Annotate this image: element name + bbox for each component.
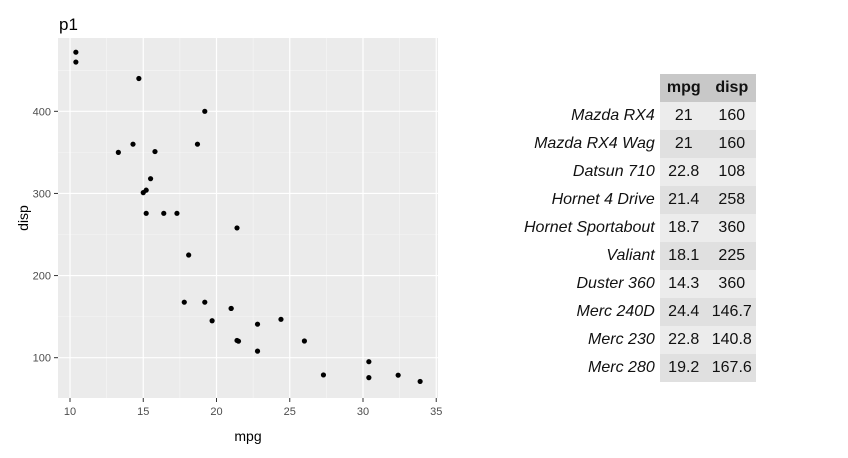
data-point bbox=[320, 372, 327, 378]
cell-mpg: 19.2 bbox=[659, 354, 708, 382]
data-point bbox=[228, 305, 234, 312]
x-tick-label: 10 bbox=[64, 406, 76, 418]
data-point bbox=[152, 148, 158, 155]
table-row: Datsun 710 22.8 108 bbox=[520, 158, 756, 186]
row-name: Merc 240D bbox=[520, 298, 660, 326]
cell-disp: 360 bbox=[707, 214, 756, 242]
data-point bbox=[115, 149, 121, 155]
row-name: Duster 360 bbox=[520, 270, 660, 298]
data-point bbox=[234, 337, 240, 344]
x-tick-label: 25 bbox=[284, 406, 296, 418]
column-header-mpg: mpg bbox=[659, 74, 708, 102]
data-point bbox=[366, 375, 372, 381]
cell-mpg: 21 bbox=[659, 102, 708, 130]
row-name: Hornet Sportabout bbox=[520, 214, 660, 242]
x-tick-label: 30 bbox=[357, 406, 369, 418]
cell-disp: 225 bbox=[707, 242, 756, 270]
cell-disp: 160 bbox=[707, 102, 756, 130]
y-axis-label: disp bbox=[15, 205, 31, 231]
table-row: Merc 230 22.8 140.8 bbox=[520, 326, 756, 354]
table-corner bbox=[520, 74, 660, 102]
table-row: Duster 360 14.3 360 bbox=[520, 270, 756, 298]
cell-mpg: 22.8 bbox=[659, 326, 708, 354]
table-row: Valiant 18.1 225 bbox=[520, 242, 756, 270]
data-point bbox=[366, 359, 372, 365]
row-name: Mazda RX4 bbox=[520, 102, 660, 130]
y-tick-label: 100 bbox=[33, 353, 51, 365]
data-point bbox=[395, 372, 401, 378]
data-point bbox=[254, 348, 261, 354]
row-name: Merc 280 bbox=[520, 354, 660, 382]
data-point bbox=[202, 299, 208, 305]
cell-mpg: 24.4 bbox=[659, 298, 708, 326]
x-tick-label: 20 bbox=[210, 406, 222, 418]
data-point bbox=[278, 316, 284, 322]
data-point bbox=[194, 141, 201, 147]
table-header-row: mpg disp bbox=[520, 74, 756, 102]
cell-disp: 146.7 bbox=[707, 298, 756, 326]
data-points bbox=[73, 49, 423, 385]
data-point bbox=[174, 210, 180, 216]
data-point bbox=[130, 141, 136, 147]
x-axis-label: mpg bbox=[234, 428, 261, 444]
cell-mpg: 21 bbox=[659, 130, 708, 158]
data-point bbox=[143, 210, 149, 216]
data-point bbox=[186, 252, 192, 258]
y-axis: 100 200 300 400 bbox=[33, 106, 58, 365]
data-point bbox=[301, 338, 307, 344]
data-point bbox=[136, 75, 142, 82]
cell-mpg: 18.1 bbox=[659, 242, 708, 270]
row-name: Hornet 4 Drive bbox=[520, 186, 660, 214]
row-name: Valiant bbox=[520, 242, 660, 270]
cell-mpg: 18.7 bbox=[659, 214, 708, 242]
table-row: Mazda RX4 21 160 bbox=[520, 102, 756, 130]
data-point bbox=[73, 49, 79, 55]
data-point bbox=[161, 210, 167, 216]
table-row: Mazda RX4 Wag 21 160 bbox=[520, 130, 756, 158]
data-point bbox=[147, 176, 154, 182]
cell-mpg: 21.4 bbox=[659, 186, 708, 214]
x-tick-label: 35 bbox=[430, 406, 442, 418]
cell-mpg: 14.3 bbox=[659, 270, 708, 298]
table-row: Hornet Sportabout 18.7 360 bbox=[520, 214, 756, 242]
cell-mpg: 22.8 bbox=[659, 158, 708, 186]
cell-disp: 160 bbox=[707, 130, 756, 158]
row-name: Datsun 710 bbox=[520, 158, 660, 186]
data-point bbox=[254, 321, 261, 327]
x-axis: 10 15 20 25 30 35 bbox=[64, 398, 442, 418]
scatter-plot: p1 10 15 20 25 30 35 100 200 300 400 mpg disp bbox=[15, 15, 442, 444]
data-table: mpg disp Mazda RX4 21 160 Mazda RX4 Wag … bbox=[520, 74, 756, 382]
x-tick-label: 15 bbox=[137, 406, 149, 418]
plot-title: p1 bbox=[59, 15, 78, 34]
y-tick-label: 300 bbox=[33, 188, 51, 200]
cell-disp: 167.6 bbox=[707, 354, 756, 382]
data-point bbox=[181, 299, 187, 305]
cell-disp: 258 bbox=[707, 186, 756, 214]
data-point bbox=[202, 108, 208, 114]
data-point bbox=[73, 59, 79, 65]
y-tick-label: 400 bbox=[33, 106, 51, 118]
table-row: Merc 280 19.2 167.6 bbox=[520, 354, 756, 382]
cell-disp: 108 bbox=[707, 158, 756, 186]
grid-lines bbox=[58, 38, 438, 398]
table-row: Merc 240D 24.4 146.7 bbox=[520, 298, 756, 326]
data-point bbox=[140, 190, 146, 196]
data-point bbox=[234, 225, 240, 231]
y-tick-label: 200 bbox=[33, 271, 51, 283]
plot-panel bbox=[58, 38, 438, 398]
column-header-disp: disp bbox=[707, 74, 756, 102]
table-row: Hornet 4 Drive 21.4 258 bbox=[520, 186, 756, 214]
data-point bbox=[209, 318, 215, 324]
data-point bbox=[417, 378, 423, 385]
row-name: Merc 230 bbox=[520, 326, 660, 354]
cell-disp: 360 bbox=[707, 270, 756, 298]
row-name: Mazda RX4 Wag bbox=[520, 130, 660, 158]
cell-disp: 140.8 bbox=[707, 326, 756, 354]
